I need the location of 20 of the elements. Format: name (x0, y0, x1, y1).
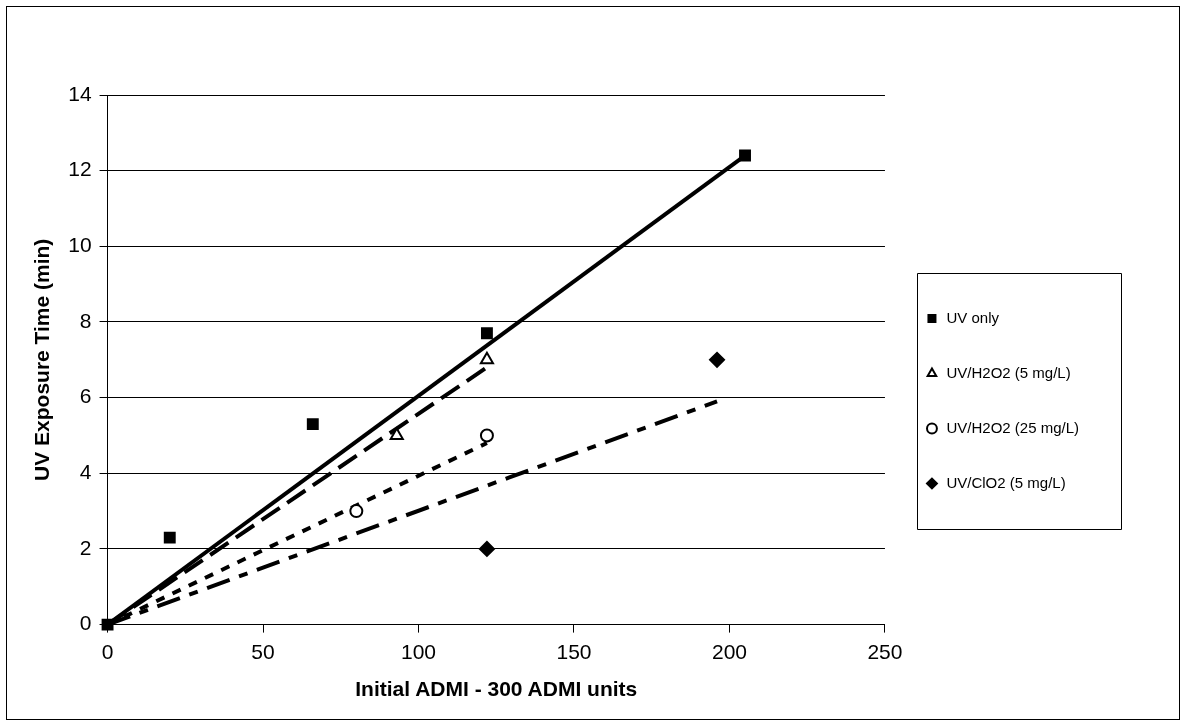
y-tick-label: 14 (68, 81, 92, 105)
legend-label: UV/ClO2 (5 mg/L) (946, 473, 1066, 491)
x-tick-label: 250 (867, 640, 903, 663)
y-tick-label: 2 (79, 535, 92, 559)
legend-label: UV/H2O2 (5 mg/L) (946, 363, 1071, 381)
legend-label: UV/H2O2 (25 mg/L) (946, 418, 1079, 436)
x-tick-label: 50 (251, 640, 275, 663)
legend-label: UV only (946, 308, 1000, 326)
y-tick-label: 6 (79, 384, 92, 408)
x-tick-label: 200 (711, 640, 747, 663)
x-tick-label: 150 (556, 640, 592, 663)
y-tick-label: 0 (79, 611, 92, 635)
y-tick-label: 4 (79, 460, 92, 484)
y-tick-label: 8 (79, 308, 92, 332)
x-tick-label: 100 (400, 640, 437, 663)
y-axis-title: UV Exposure Time (min) (30, 238, 54, 481)
x-axis-title: Initial ADMI - 300 ADMI units (355, 677, 638, 701)
x-tick-label: 0 (101, 640, 114, 663)
y-tick-label: 10 (68, 233, 92, 257)
y-tick-label: 12 (68, 157, 92, 181)
